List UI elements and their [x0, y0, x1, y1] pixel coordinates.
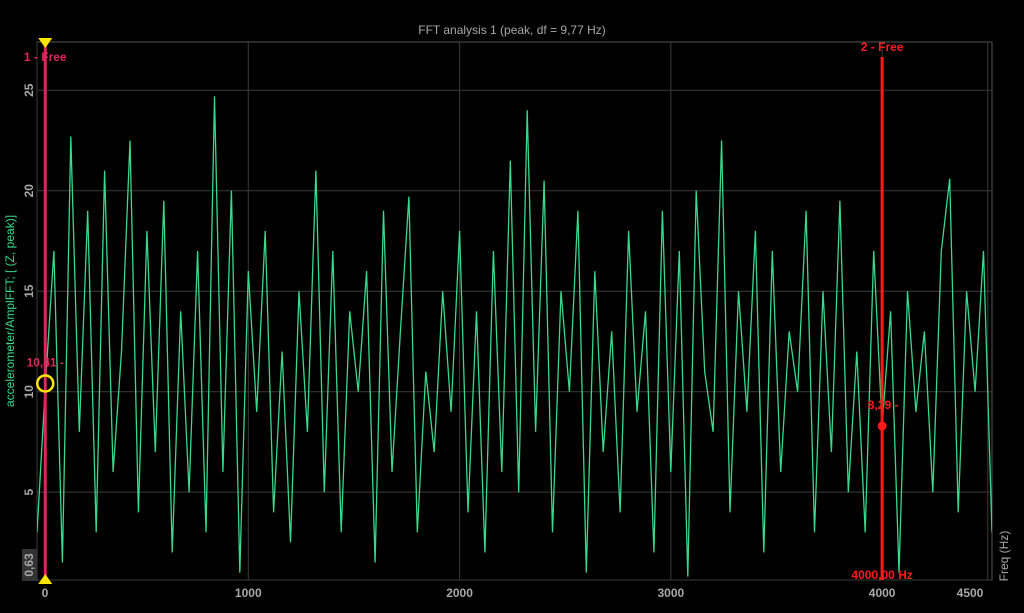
y-tick-label: 25 [22, 83, 36, 97]
y-tick-label: 20 [22, 184, 36, 198]
x-tick-label: 2000 [446, 586, 473, 600]
x-axis-label: Freq (Hz) [997, 531, 1011, 582]
x-tick-label: 4500 [957, 586, 984, 600]
y-tick-label: 5 [22, 489, 36, 496]
cursor-marker [36, 374, 55, 393]
x-tick-label: 1000 [235, 586, 262, 600]
y-tick-label: 15 [22, 284, 36, 298]
cursor-name: 2 - Free [861, 40, 904, 54]
cursor-handle [38, 574, 53, 584]
cursor-value: 10,41 - [27, 356, 64, 370]
chart-title: FFT analysis 1 (peak, df = 9,77 Hz) [418, 23, 606, 37]
cursor-marker [877, 421, 887, 431]
x-tick-label: 4000 [869, 586, 896, 600]
cursor-value: 8,29 - [868, 398, 899, 412]
spectrum-line [37, 96, 992, 577]
cursor-handle [38, 38, 53, 48]
cursor-name: 1 - Free [24, 50, 67, 64]
x-tick-label: 0 [42, 586, 49, 600]
tick-box [22, 549, 37, 581]
y-tick-label: 0,63 [22, 553, 36, 577]
y-tick-label: 10 [22, 385, 36, 399]
x-tick-label: 3000 [657, 586, 684, 600]
cursor-x-label: 4000,00 Hz [851, 568, 912, 582]
y-axis-label: accelerometer/AmplFFT; [ (Z, peak)] [3, 215, 17, 407]
